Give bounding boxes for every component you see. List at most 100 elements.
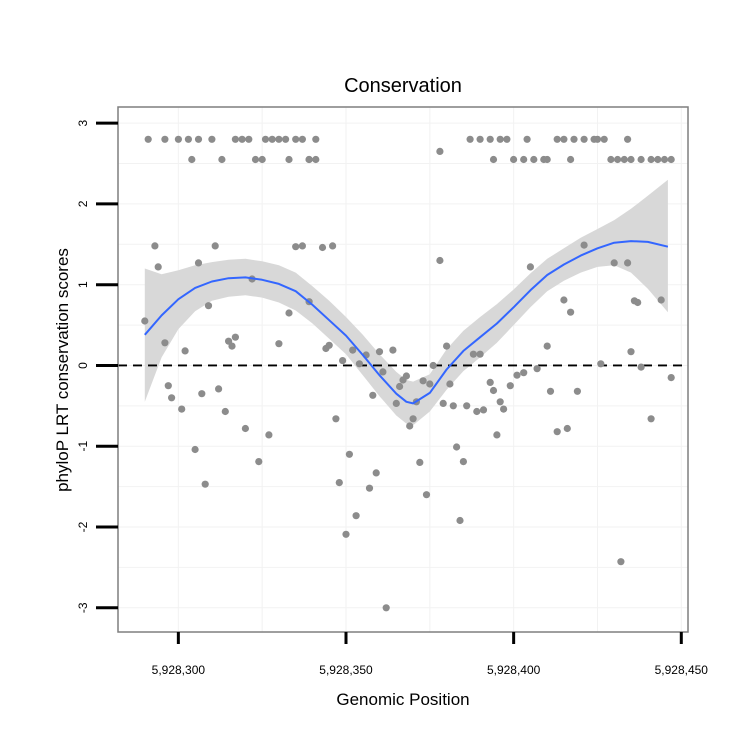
y-tick-label: -2	[76, 521, 90, 532]
data-point	[285, 155, 293, 164]
data-point	[436, 147, 444, 155]
data-point	[218, 155, 226, 164]
data-point	[560, 296, 568, 304]
data-point	[436, 256, 444, 265]
x-axis: 5,928,300 5,928,350 5,928,400 5,928,450	[152, 632, 709, 677]
data-points	[141, 135, 675, 612]
data-point	[332, 415, 340, 423]
y-tick-label: -1	[76, 441, 90, 452]
data-point	[231, 333, 239, 341]
data-point	[318, 243, 327, 252]
data-point	[141, 317, 149, 325]
data-point	[637, 155, 645, 164]
data-point	[352, 512, 360, 520]
data-point	[637, 363, 645, 371]
x-axis-title: Genomic Position	[336, 690, 469, 709]
data-point	[476, 350, 484, 358]
data-point	[506, 382, 514, 390]
data-point	[580, 241, 588, 249]
data-point	[215, 385, 223, 393]
data-point	[513, 371, 521, 379]
data-point	[580, 135, 588, 143]
data-point	[342, 530, 350, 538]
data-point	[305, 155, 313, 164]
data-point	[533, 365, 541, 373]
data-point	[396, 382, 404, 391]
data-point	[275, 340, 283, 348]
data-point	[573, 387, 582, 395]
data-point	[201, 480, 209, 488]
data-point	[473, 407, 481, 416]
data-point	[459, 458, 467, 466]
data-point	[520, 155, 528, 164]
data-point	[503, 135, 511, 143]
data-point	[439, 399, 447, 407]
data-point	[258, 155, 266, 164]
data-point	[617, 558, 625, 566]
y-tick-label: -3	[76, 602, 90, 613]
data-point	[526, 263, 535, 271]
data-point	[312, 155, 320, 164]
data-point	[312, 135, 320, 143]
data-point	[355, 360, 363, 368]
data-point	[379, 368, 387, 376]
data-point	[567, 155, 575, 164]
y-axis-title: phyloP LRT conservation scores	[53, 248, 72, 492]
data-point	[489, 155, 498, 164]
data-point	[241, 424, 249, 433]
data-point	[593, 135, 602, 143]
data-point	[265, 431, 273, 439]
data-point	[208, 135, 216, 143]
data-point	[422, 491, 431, 499]
data-point	[500, 405, 508, 413]
data-point	[245, 135, 253, 143]
data-point	[486, 378, 494, 386]
data-point	[392, 399, 400, 407]
plot-panel	[118, 107, 688, 632]
data-point	[657, 296, 665, 304]
smooth-line	[144, 240, 669, 405]
data-point	[620, 155, 628, 164]
data-point	[493, 431, 501, 439]
data-point	[194, 259, 203, 267]
data-point	[489, 386, 498, 395]
data-point	[221, 407, 229, 416]
data-point	[446, 380, 454, 388]
data-point	[409, 415, 417, 423]
data-point	[667, 374, 675, 382]
data-point	[530, 155, 538, 164]
data-point	[416, 458, 424, 466]
data-point	[389, 346, 397, 354]
data-point	[567, 308, 575, 316]
data-point	[151, 242, 159, 250]
data-point	[476, 135, 484, 143]
y-tick-label: 2	[76, 200, 90, 207]
data-point	[654, 155, 662, 164]
data-point	[660, 155, 669, 164]
data-point	[188, 155, 196, 164]
y-tick-label: 0	[76, 362, 90, 369]
data-point	[614, 155, 622, 164]
data-point	[298, 135, 306, 143]
data-point	[624, 259, 632, 267]
data-point	[406, 422, 414, 430]
data-point	[345, 450, 353, 458]
data-point	[144, 135, 152, 143]
data-point	[600, 135, 608, 143]
data-point	[174, 135, 182, 143]
data-point	[553, 428, 561, 436]
x-tick-label: 5,928,450	[655, 663, 709, 677]
data-point	[154, 263, 162, 271]
y-tick-label: 3	[76, 120, 90, 127]
data-point	[335, 479, 343, 487]
data-point	[325, 341, 333, 349]
data-point	[369, 391, 377, 399]
data-point	[610, 259, 618, 267]
x-tick-label: 5,928,400	[487, 663, 541, 677]
data-point	[268, 135, 276, 143]
data-point	[624, 135, 632, 143]
data-point	[634, 298, 642, 307]
data-point	[449, 402, 457, 410]
y-axis: -3 -2 -1 0 1 2 3	[76, 120, 118, 613]
data-point	[382, 604, 390, 612]
